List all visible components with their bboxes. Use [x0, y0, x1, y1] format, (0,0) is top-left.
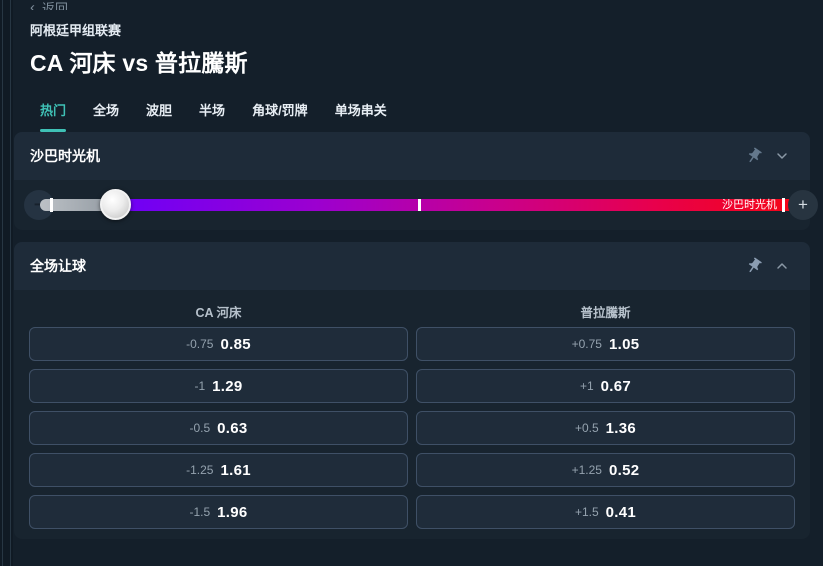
home-team-header: CA 河床 — [195, 306, 242, 320]
slider-tick — [50, 198, 53, 212]
chevron-down-icon[interactable] — [770, 144, 794, 168]
odds-value: 0.41 — [605, 503, 637, 521]
away-odds-button[interactable]: +1.5 0.41 — [416, 495, 795, 529]
handicap-line: -0.75 — [186, 337, 214, 351]
league-name: 阿根廷甲组联赛 — [30, 23, 122, 38]
tab-correct-score[interactable]: 波胆 — [146, 103, 173, 118]
away-odds-button[interactable]: +1 0.67 — [416, 369, 795, 403]
tab-full-match[interactable]: 全场 — [93, 103, 120, 118]
home-odds-button[interactable]: -0.5 0.63 — [29, 411, 408, 445]
slider-plus-button[interactable]: + — [788, 190, 818, 220]
odds-value: 1.05 — [608, 335, 640, 353]
tab-corners-cards[interactable]: 角球/罚牌 — [252, 103, 308, 118]
odds-value: 1.29 — [212, 377, 243, 395]
panel-title: 全场让球 — [30, 258, 86, 274]
odds-value: 0.52 — [608, 461, 640, 479]
home-odds-button[interactable]: -1 1.29 — [29, 369, 408, 403]
away-odds-button[interactable]: +0.75 1.05 — [416, 327, 795, 361]
tab-single-parlay[interactable]: 单场串关 — [334, 103, 387, 118]
handicap-line: +0.75 — [571, 337, 602, 351]
slider-tick — [782, 198, 785, 212]
slider-track-elapsed[interactable] — [40, 199, 117, 211]
back-label: 返回 — [42, 1, 69, 10]
team-column-headers: CA 河床 普拉騰斯 — [14, 290, 810, 327]
back-chevron-icon: ‹ — [30, 0, 35, 10]
market-tabs: 热门 全场 波胆 半场 角球/罚牌 单场串关 — [40, 100, 823, 132]
handicap-line: -1 — [194, 379, 206, 393]
tab-half[interactable]: 半场 — [199, 103, 226, 118]
panel-title: 沙巴时光机 — [30, 148, 100, 164]
away-odds-button[interactable]: +1.25 0.52 — [416, 453, 795, 487]
handicap-line: +1 — [579, 379, 594, 393]
time-machine-panel-header[interactable]: 沙巴时光机 — [14, 132, 810, 180]
time-machine-panel: 沙巴时光机 − 沙巴时光机 + — [14, 132, 818, 230]
chevron-up-icon[interactable] — [770, 254, 794, 278]
home-odds-button[interactable]: -1.25 1.61 — [29, 453, 408, 487]
away-odds-button[interactable]: +0.5 1.36 — [416, 411, 795, 445]
pin-icon[interactable] — [742, 254, 766, 278]
handicap-line: -1.25 — [186, 463, 214, 477]
odds-value: 1.36 — [605, 419, 637, 437]
gutter-line — [2, 0, 3, 566]
odds-value: 0.67 — [600, 377, 632, 395]
pin-icon[interactable] — [742, 144, 766, 168]
odds-value: 0.85 — [220, 335, 251, 353]
odds-value: 0.63 — [217, 419, 248, 437]
home-odds-button[interactable]: -0.75 0.85 — [29, 327, 408, 361]
odds-value: 1.96 — [217, 503, 248, 521]
page: ‹ 返回 阿根廷甲组联赛 CA 河床 vs 普拉騰斯 热门 全场 波胆 半场 角球/罚牌… — [13, 0, 823, 566]
handicap-line: +1.5 — [574, 505, 599, 519]
away-team-header: 普拉騰斯 — [580, 306, 631, 320]
handicap-panel: 全场让球 CA 河床 普拉騰斯 -0.75 0.85 +0.75 1.05 -1… — [14, 242, 810, 539]
slider-label: 沙巴时光机 — [722, 199, 777, 211]
gutter-line — [10, 0, 11, 566]
slider-thumb[interactable] — [100, 189, 131, 220]
slider-tick — [418, 199, 421, 211]
handicap-line: +1.25 — [571, 463, 602, 477]
handicap-line: -0.5 — [189, 421, 211, 435]
odds-value: 1.61 — [220, 461, 251, 479]
match-title: CA 河床 vs 普拉騰斯 — [30, 50, 248, 76]
handicap-line: -1.5 — [189, 505, 211, 519]
handicap-panel-header[interactable]: 全场让球 — [14, 242, 810, 290]
back-button[interactable]: ‹ 返回 — [13, 0, 823, 10]
home-odds-button[interactable]: -1.5 1.96 — [29, 495, 408, 529]
slider-track-gradient[interactable] — [116, 199, 790, 211]
handicap-odds-grid: -0.75 0.85 +0.75 1.05 -1 1.29 +1 0.67 -0… — [14, 327, 810, 539]
handicap-line: +0.5 — [574, 421, 599, 435]
left-scrollbar-gutter[interactable] — [0, 0, 13, 566]
time-machine-slider: − 沙巴时光机 + — [14, 180, 818, 230]
tab-hot[interactable]: 热门 — [40, 100, 67, 132]
